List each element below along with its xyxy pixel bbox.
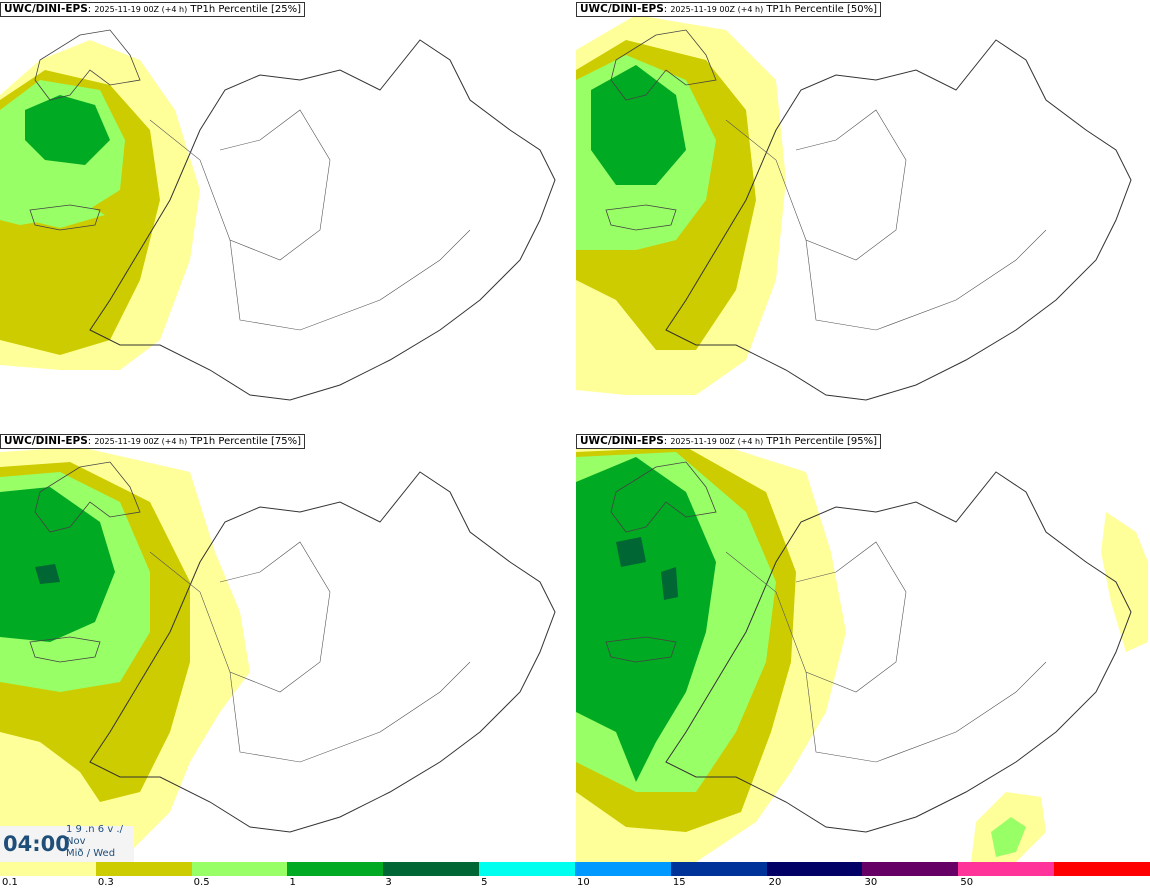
legend-swatch	[766, 862, 863, 876]
coastline	[89, 471, 556, 833]
panel-title: UWC/DINI-EPS: 2025-11-19 00Z (+4 h) TP1h…	[576, 434, 881, 449]
legend-ticks: 0.1 0.3 0.5 1 3 5 10 15 20 30 50	[0, 876, 1150, 890]
map-panel-p95: UWC/DINI-EPS: 2025-11-19 00Z (+4 h) TP1h…	[576, 432, 1149, 862]
legend-swatch	[479, 862, 575, 876]
coastline	[89, 39, 556, 401]
legend-tick-label: 50	[960, 877, 974, 888]
color-legend	[0, 862, 1150, 876]
legend-tick-label: 10	[577, 877, 590, 888]
legend-tick-label: 30	[864, 877, 878, 888]
legend-swatch	[1054, 862, 1150, 876]
precip-map	[576, 437, 1148, 862]
legend-swatch	[958, 862, 1055, 876]
legend-swatch	[191, 862, 288, 876]
valid-time-box: 04:00 1 9 .n 6 v ./ Nov Mið / Wed	[0, 824, 134, 862]
legend-tick-label: 15	[672, 877, 686, 888]
legend-swatch	[383, 862, 480, 876]
panel-title: UWC/DINI-EPS: 2025-11-19 00Z (+4 h) TP1h…	[0, 2, 305, 17]
precip-map	[576, 15, 1132, 401]
legend-swatch	[95, 862, 192, 876]
map-panel-p50: UWC/DINI-EPS: 2025-11-19 00Z (+4 h) TP1h…	[576, 0, 1149, 430]
legend-tick-label: 0.1	[2, 877, 18, 888]
legend-tick-label: 5	[481, 877, 488, 888]
map-panel-p75: UWC/DINI-EPS: 2025-11-19 00Z (+4 h) TP1h…	[0, 432, 573, 862]
coastline	[665, 39, 1132, 401]
legend-swatch	[574, 862, 671, 876]
legend-tick-label: 0.5	[193, 877, 210, 888]
legend-swatch	[862, 862, 959, 876]
valid-date: 1 9 .n 6 v ./ Nov Mið / Wed	[66, 824, 123, 859]
legend-tick-label: 20	[768, 877, 782, 888]
legend-swatch	[0, 862, 96, 876]
valid-time: 04:00	[3, 832, 70, 856]
precip-map	[0, 447, 556, 862]
legend-swatch	[287, 862, 384, 876]
panel-title: UWC/DINI-EPS: 2025-11-19 00Z (+4 h) TP1h…	[576, 2, 881, 17]
legend-tick-label: 0.3	[97, 877, 114, 888]
legend-tick-label: 3	[385, 877, 392, 888]
precip-map	[0, 29, 556, 401]
coastline	[665, 471, 1132, 833]
legend-swatch	[670, 862, 767, 876]
map-panel-p25: UWC/DINI-EPS: 2025-11-19 00Z (+4 h) TP1h…	[0, 0, 573, 430]
legend-tick-label: 1	[289, 877, 296, 888]
panel-title: UWC/DINI-EPS: 2025-11-19 00Z (+4 h) TP1h…	[0, 434, 305, 449]
